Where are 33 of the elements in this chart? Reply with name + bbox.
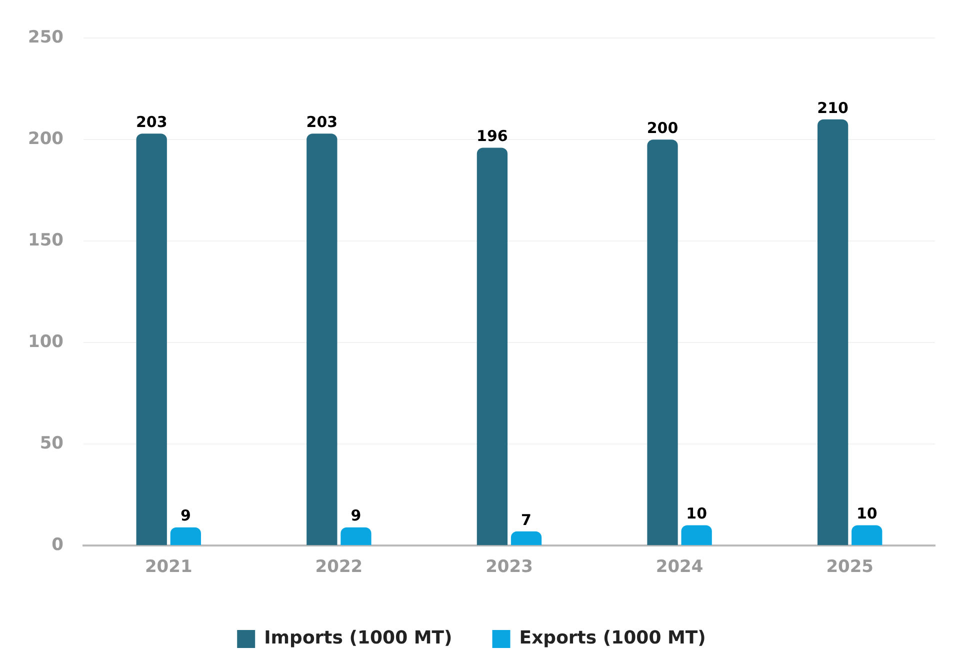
x-tick-label: 2021 [144,557,192,578]
data-label: 196 [476,127,508,146]
y-tick-label: 100 [28,332,64,352]
y-tick-label: 150 [28,230,64,251]
bar [647,140,678,546]
data-label: 203 [136,112,168,131]
data-label: 200 [646,119,678,138]
data-label: 9 [350,506,362,525]
y-tick-label: 0 [52,535,64,556]
bar [306,134,338,546]
bar [681,525,712,546]
data-label: 9 [180,506,191,525]
y-tick-label: 250 [28,28,64,48]
bar [170,527,201,546]
bar [136,134,167,546]
bar [510,531,542,546]
data-label: 203 [306,112,338,131]
data-label: 7 [521,510,532,529]
x-tick-label: 2022 [315,557,363,578]
data-label: 10 [856,504,878,523]
legend-label: Imports (1000 MT) [264,628,452,649]
y-tick-label: 50 [40,434,64,454]
x-tick-label: 2024 [656,557,704,578]
bar [340,527,372,546]
y-tick-label: 200 [28,129,64,150]
data-label: 10 [686,504,708,523]
bar [476,148,508,546]
data-label: 210 [817,98,848,117]
bar [817,119,848,546]
bar [852,525,882,546]
x-tick-label: 2025 [826,557,874,578]
x-tick-label: 2023 [486,557,533,578]
legend-label: Exports (1000 MT) [519,628,706,649]
